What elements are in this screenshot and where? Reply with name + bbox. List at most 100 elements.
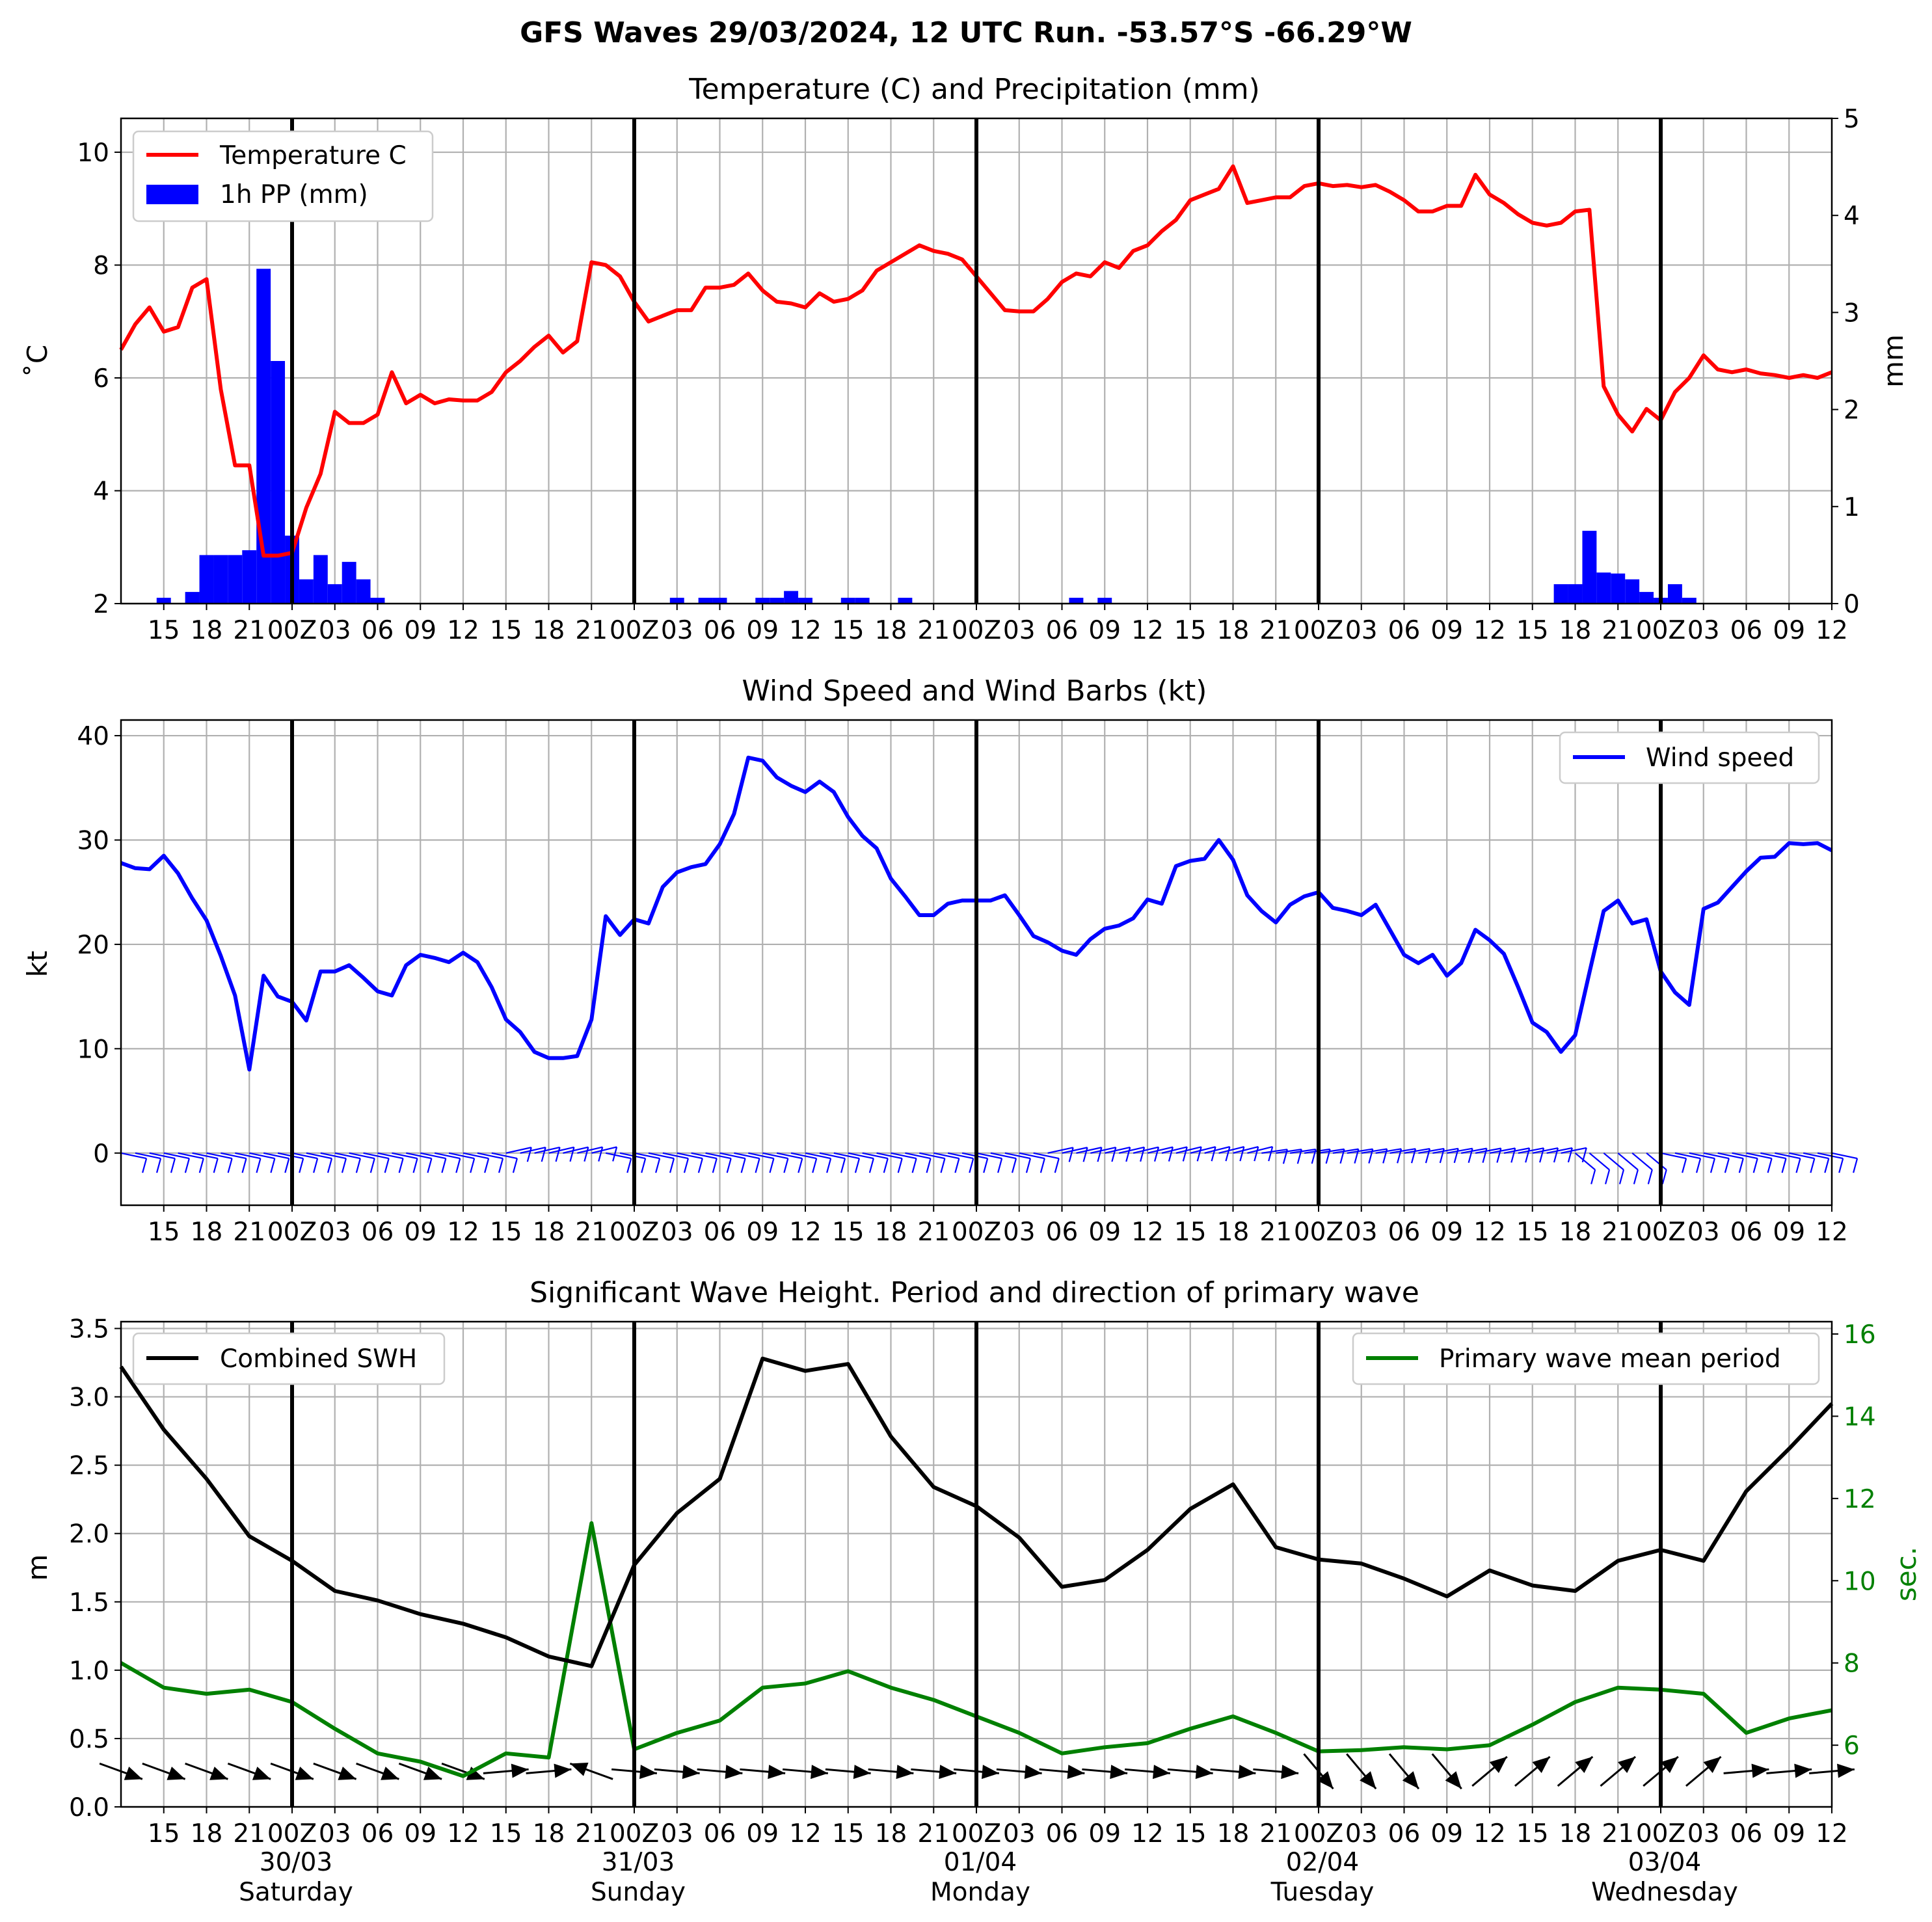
- wind-x-axis: 15 18 21 00Z 03 06 09 12 15 18 21 00Z 03 06 09 12 15 18 21…: [148, 1205, 1848, 1247]
- wind-barb: [291, 1152, 318, 1160]
- wind-barb: [263, 1152, 289, 1160]
- temperature-y-axis: 2 4 6 8 10: [77, 139, 121, 619]
- x-tick-label: 18: [533, 1218, 565, 1247]
- wind-barb-feather: [1025, 1158, 1032, 1173]
- wave-direction-arrowhead: [1153, 1765, 1170, 1780]
- x-tick-label: 12: [789, 1218, 822, 1247]
- wind-barb: [819, 1152, 846, 1160]
- wind-barb-feather: [641, 1158, 647, 1173]
- wind-barb-feather: [170, 1158, 176, 1173]
- wind-barb: [1233, 1146, 1259, 1154]
- precip-bar: [669, 598, 684, 604]
- wave-direction-arrowhead: [1024, 1765, 1042, 1780]
- wind-barb: [1347, 1148, 1373, 1154]
- x-tick-label: 06: [362, 616, 394, 645]
- y-tick-label: 0: [93, 1140, 109, 1169]
- wind-panel: Wind Speed and Wind Barbs (kt) 0 10 20 30 40…: [21, 674, 1858, 1247]
- x-tick-label: 21: [917, 1819, 950, 1849]
- wind-barb-feather: [1153, 1147, 1160, 1162]
- wind-barb-feather: [598, 1147, 604, 1162]
- precip-bar: [898, 598, 913, 604]
- temperature-y-label: ˚C: [21, 345, 53, 377]
- x-tick-label: 03: [319, 616, 351, 645]
- wave-direction-arrowhead: [1281, 1765, 1299, 1780]
- wind-barb: [1760, 1152, 1786, 1160]
- wind-barb: [206, 1152, 232, 1160]
- x-tick-label: 00Z: [267, 1819, 317, 1849]
- wind-barb-feather: [470, 1158, 476, 1173]
- legend-precipitation: 1h PP (mm): [220, 180, 368, 209]
- wind-barb: [406, 1152, 432, 1160]
- wave-x-axis: 15 18 21 00Z 03 06 09 12 15 18 21 00Z 03 06 09 12 15 18 21…: [148, 1807, 1848, 1849]
- precip-bar: [342, 561, 356, 604]
- x-tick-label: 06: [704, 616, 736, 645]
- wind-barb: [719, 1152, 745, 1160]
- x-tick-label: 00Z: [267, 616, 317, 645]
- precipitation-bars: [156, 269, 1697, 604]
- x-tick-label: 03: [1003, 616, 1036, 645]
- wind-barb-feather: [1853, 1158, 1858, 1173]
- wind-barb-feather: [526, 1147, 532, 1162]
- wave-direction-arrowhead: [1532, 1756, 1550, 1774]
- wind-barb: [990, 1152, 1017, 1160]
- wind-barb: [1518, 1147, 1544, 1154]
- x-tick-label: 03: [1345, 1819, 1378, 1849]
- wave-direction-arrowhead: [554, 1763, 572, 1778]
- x-tick-label: 06: [1046, 616, 1079, 645]
- wind-barb: [1674, 1152, 1701, 1160]
- wind-barb: [135, 1152, 161, 1160]
- wind-barb: [605, 1152, 632, 1160]
- x-tick-label: 12: [447, 616, 479, 645]
- precip-bar: [1568, 584, 1583, 604]
- wind-barb: [905, 1152, 931, 1160]
- x-tick-label: 12: [447, 1819, 479, 1849]
- wind-barb: [976, 1152, 1002, 1160]
- temperature-precipitation-panel: Temperature (C) and Precipitation (mm) 2…: [21, 73, 1909, 645]
- wind-y-axis: 0 10 20 30 40: [77, 722, 121, 1169]
- wind-barb: [662, 1152, 689, 1160]
- wind-barb: [1062, 1147, 1088, 1154]
- day-weekday-label: Tuesday: [1270, 1878, 1375, 1907]
- x-tick-label: 21: [917, 616, 950, 645]
- wind-barb: [1831, 1152, 1858, 1160]
- wind-barb-feather: [826, 1158, 832, 1173]
- wind-barb: [1118, 1146, 1145, 1154]
- y-tick-label: 3.5: [69, 1315, 109, 1344]
- x-tick-label: 03: [319, 1218, 351, 1247]
- x-tick-label: 09: [404, 616, 436, 645]
- precip-bar: [770, 598, 785, 604]
- y-tick-label: 4: [93, 477, 109, 507]
- wind-barb-feather: [299, 1158, 304, 1173]
- wind-barb: [349, 1152, 375, 1160]
- wind-barb: [1789, 1152, 1815, 1160]
- wind-barb-feather: [983, 1158, 989, 1173]
- wind-barb: [392, 1152, 418, 1160]
- x-tick-label: 18: [191, 1819, 223, 1849]
- precip-bar: [1582, 531, 1597, 604]
- wind-barb-feather: [683, 1158, 690, 1173]
- wind-barb: [691, 1152, 718, 1160]
- period-y-label: sec.: [1890, 1547, 1922, 1601]
- y-tick-label: 1.5: [69, 1588, 109, 1618]
- y-tick-label: 8: [1844, 1649, 1860, 1679]
- wind-barb: [1432, 1147, 1458, 1154]
- precip-bar: [213, 555, 228, 604]
- x-tick-label: 18: [875, 616, 907, 645]
- wind-barb-feather: [1604, 1169, 1611, 1184]
- x-tick-label: 03: [661, 1819, 693, 1849]
- wind-barb: [1561, 1147, 1587, 1154]
- x-tick-label: 06: [704, 1819, 736, 1849]
- wind-barb-feather: [1054, 1158, 1060, 1173]
- x-tick-label: 21: [233, 616, 265, 645]
- x-tick-label: 00Z: [1636, 1819, 1685, 1849]
- x-tick-label: 00Z: [952, 616, 1001, 645]
- wind-barb-feather: [1752, 1158, 1758, 1173]
- wind-barb-feather: [541, 1147, 546, 1162]
- wind-barb: [848, 1152, 874, 1160]
- wind-barb: [178, 1152, 204, 1160]
- wind-barb-feather: [1647, 1169, 1653, 1184]
- x-tick-label: 12: [1473, 616, 1506, 645]
- day-weekday-label: Wednesday: [1591, 1878, 1738, 1907]
- wind-barb: [1631, 1152, 1653, 1171]
- wind-barb-feather: [940, 1158, 946, 1173]
